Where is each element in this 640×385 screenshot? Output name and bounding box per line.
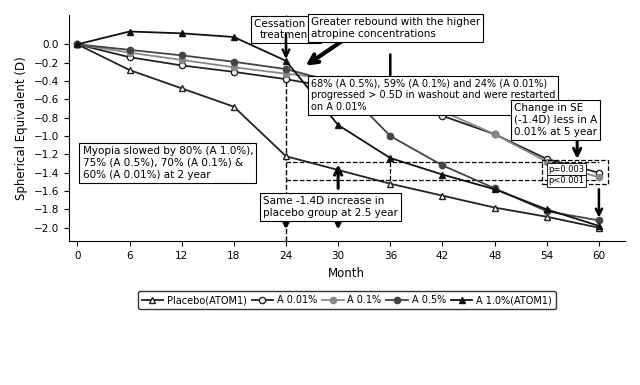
A 1.0%(ATOM1)	[438, 172, 446, 177]
A 1.0%(ATOM1)	[74, 42, 81, 47]
Bar	[543, 160, 607, 184]
A 0.01%	[543, 157, 550, 161]
A 0.01%	[438, 114, 446, 118]
A 0.1%	[178, 58, 186, 62]
A 0.5%	[387, 134, 394, 138]
A 0.1%	[74, 42, 81, 47]
Text: 68% (A 0.5%), 59% (A 0.1%) and 24% (A 0.01%)
progressed > 0.5D in washout and we: 68% (A 0.5%), 59% (A 0.1%) and 24% (A 0.…	[310, 79, 555, 112]
A 0.01%	[387, 99, 394, 104]
A 0.1%	[387, 92, 394, 97]
Placebo(ATOM1)	[178, 86, 186, 91]
X-axis label: Month: Month	[328, 267, 365, 280]
Line: A 0.5%: A 0.5%	[74, 41, 602, 224]
A 1.0%(ATOM1)	[491, 187, 499, 192]
A 1.0%(ATOM1)	[178, 31, 186, 36]
A 0.1%	[491, 132, 499, 137]
A 0.01%	[595, 171, 603, 175]
A 0.1%	[595, 175, 603, 180]
A 0.01%	[125, 55, 133, 60]
A 0.01%	[491, 132, 499, 137]
Line: Placebo(ATOM1): Placebo(ATOM1)	[74, 41, 602, 231]
A 0.5%	[230, 59, 237, 64]
Placebo(ATOM1)	[543, 214, 550, 219]
A 0.01%	[230, 70, 237, 74]
A 0.01%	[178, 63, 186, 68]
Line: A 0.1%: A 0.1%	[74, 41, 602, 181]
A 0.01%	[282, 77, 290, 82]
A 1.0%(ATOM1)	[387, 156, 394, 161]
A 1.0%(ATOM1)	[543, 207, 550, 212]
A 1.0%(ATOM1)	[230, 35, 237, 39]
Text: p<0.001: p<0.001	[548, 176, 584, 186]
Placebo(ATOM1)	[282, 154, 290, 159]
Line: A 0.01%: A 0.01%	[74, 41, 602, 176]
A 1.0%(ATOM1)	[334, 123, 342, 127]
A 0.5%	[178, 53, 186, 58]
Placebo(ATOM1)	[595, 226, 603, 230]
A 0.1%	[543, 159, 550, 164]
A 1.0%(ATOM1)	[125, 29, 133, 34]
A 0.5%	[282, 67, 290, 71]
Text: Greater rebound with the higher
atropine concentrations: Greater rebound with the higher atropine…	[310, 17, 480, 39]
A 0.01%	[74, 42, 81, 47]
A 0.1%	[334, 77, 342, 82]
A 0.5%	[438, 163, 446, 168]
A 0.01%	[334, 86, 342, 91]
Line: A 1.0%(ATOM1): A 1.0%(ATOM1)	[74, 28, 602, 229]
Placebo(ATOM1)	[230, 104, 237, 109]
Legend: Placebo(ATOM1), A 0.01%, A 0.1%, A 0.5%, A 1.0%(ATOM1): Placebo(ATOM1), A 0.01%, A 0.1%, A 0.5%,…	[138, 291, 556, 309]
Text: p=0.003: p=0.003	[548, 164, 584, 174]
A 0.5%	[543, 209, 550, 214]
Y-axis label: Spherical Equivalent (D): Spherical Equivalent (D)	[15, 56, 28, 200]
Text: Cessation of
treatment: Cessation of treatment	[253, 18, 318, 40]
Text: Same -1.4D increase in
placebo group at 2.5 year: Same -1.4D increase in placebo group at …	[264, 196, 398, 218]
Placebo(ATOM1)	[491, 205, 499, 210]
Text: Change in SE
(-1.4D) less in A
0.01% at 5 year: Change in SE (-1.4D) less in A 0.01% at …	[514, 103, 597, 137]
A 1.0%(ATOM1)	[595, 224, 603, 228]
A 0.1%	[438, 109, 446, 114]
A 0.5%	[334, 80, 342, 85]
A 1.0%(ATOM1)	[282, 59, 290, 63]
Placebo(ATOM1)	[438, 193, 446, 198]
Text: Myopia slowed by 80% (A 1.0%),
75% (A 0.5%), 70% (A 0.1%) &
60% (A 0.01%) at 2 y: Myopia slowed by 80% (A 1.0%), 75% (A 0.…	[83, 146, 253, 179]
Placebo(ATOM1)	[387, 181, 394, 186]
Placebo(ATOM1)	[74, 42, 81, 47]
Placebo(ATOM1)	[334, 167, 342, 172]
Placebo(ATOM1)	[125, 68, 133, 72]
A 0.5%	[74, 42, 81, 47]
A 0.1%	[125, 50, 133, 55]
A 0.1%	[282, 71, 290, 76]
A 0.1%	[230, 65, 237, 70]
A 0.5%	[595, 218, 603, 223]
A 0.5%	[491, 186, 499, 191]
A 0.5%	[125, 47, 133, 52]
